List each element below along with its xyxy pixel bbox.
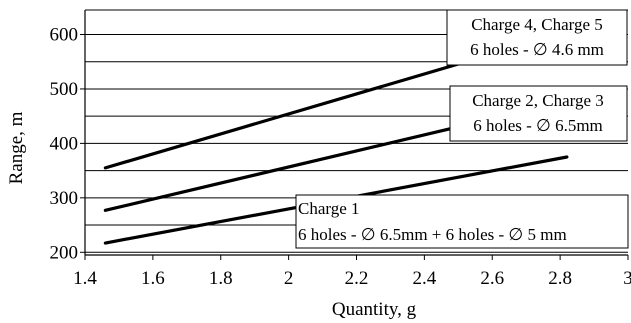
y-tick-label: 300 <box>50 188 79 209</box>
annotation-charge-4-5: Charge 4, Charge 5 6 holes - ∅ 4.6 mm <box>446 9 628 66</box>
y-axis-title: Range, m <box>6 111 27 184</box>
x-tick-label: 2.4 <box>413 268 437 289</box>
annotation-charge-4-5-line2: 6 holes - ∅ 4.6 mm <box>470 40 604 59</box>
annotation-charge-1-line2: 6 holes - ∅ 6.5mm + 6 holes - ∅ 5 mm <box>298 225 567 244</box>
y-tick-label: 600 <box>50 25 79 46</box>
y-tick-label: 200 <box>50 242 79 263</box>
annotation-charge-2-3: Charge 2, Charge 3 6 holes - ∅ 6.5mm <box>449 85 628 142</box>
annotation-charge-1: Charge 1 6 holes - ∅ 6.5mm + 6 holes - ∅… <box>295 194 629 249</box>
x-tick-label: 3 <box>623 268 631 289</box>
tick-labels: 1.4 1.6 1.8 2 2.2 2.4 2.6 2.8 3 200 300 400 500 600 <box>50 25 631 290</box>
x-tick-label: 2.6 <box>480 268 504 289</box>
y-tick-label: 400 <box>50 133 79 154</box>
x-tick-label: 1.8 <box>209 268 233 289</box>
x-tick-label: 2.2 <box>345 268 369 289</box>
y-tick-label: 500 <box>50 79 79 100</box>
annotation-charge-2-3-line1: Charge 2, Charge 3 <box>472 91 604 110</box>
annotation-charge-2-3-line2: 6 holes - ∅ 6.5mm <box>473 116 603 135</box>
axes <box>80 10 629 260</box>
x-tick-label: 1.6 <box>141 268 165 289</box>
x-axis-title: Quantity, g <box>332 299 417 320</box>
x-tick-label: 1.4 <box>73 268 97 289</box>
annotation-charge-4-5-line1: Charge 4, Charge 5 <box>471 15 603 34</box>
x-tick-label: 2.8 <box>548 268 572 289</box>
x-tick-label: 2 <box>284 268 294 289</box>
annotation-charge-1-line1: Charge 1 <box>298 199 360 218</box>
